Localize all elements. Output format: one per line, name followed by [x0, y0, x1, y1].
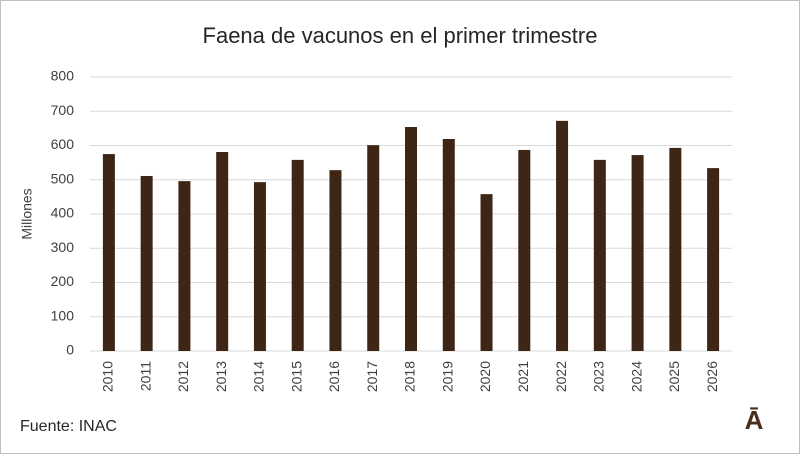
x-tick-label: 2021	[515, 361, 531, 392]
bar	[102, 154, 115, 351]
bar	[216, 152, 229, 351]
logo: Ā	[745, 405, 764, 435]
x-tick-label: 2011	[137, 361, 153, 391]
y-tick-label: 400	[51, 205, 75, 221]
bar	[367, 145, 380, 351]
bar	[480, 194, 493, 351]
y-tick-label: 0	[66, 342, 74, 358]
bar	[291, 159, 304, 351]
y-tick-label: 500	[51, 170, 75, 186]
y-axis-label: Millones	[19, 188, 35, 239]
chart-title: Faena de vacunos en el primer trimestre	[203, 23, 598, 48]
x-tick-label: 2018	[402, 361, 418, 392]
x-tick-label: 2020	[477, 361, 493, 392]
x-tick-label: 2014	[251, 361, 267, 392]
x-tick-label: 2023	[591, 361, 607, 392]
x-tick-label: 2015	[288, 361, 304, 392]
bar	[556, 120, 569, 351]
source: Fuente: INAC	[20, 418, 117, 435]
x-tick-label: 2025	[666, 361, 682, 392]
x-tick-label: 2022	[553, 361, 569, 392]
x-tick-label: 2010	[100, 361, 116, 392]
bar	[253, 182, 266, 351]
x-tick-label: 2019	[439, 361, 455, 392]
bar	[669, 147, 682, 351]
bar	[707, 168, 720, 351]
x-tick-label: 2013	[213, 361, 229, 392]
bar	[329, 170, 342, 351]
bar	[140, 175, 153, 351]
x-tick-label: 2024	[628, 361, 644, 392]
y-tick-label: 700	[51, 102, 75, 118]
bar	[178, 181, 191, 351]
y-tick-label: 300	[51, 239, 75, 255]
bar	[442, 138, 455, 351]
y-tick-label: 200	[51, 273, 75, 289]
y-tick-label: 800	[51, 68, 75, 84]
y-tick-label: 100	[51, 307, 75, 323]
bar	[593, 159, 606, 351]
x-tick-label: 2017	[364, 361, 380, 392]
x-tick-label: 2012	[175, 361, 191, 392]
y-tick-label: 600	[51, 136, 75, 152]
bar	[405, 127, 417, 351]
x-tick-label: 2016	[326, 361, 342, 392]
bar	[631, 155, 644, 351]
x-tick-label: 2026	[704, 361, 720, 392]
bar	[518, 149, 531, 351]
